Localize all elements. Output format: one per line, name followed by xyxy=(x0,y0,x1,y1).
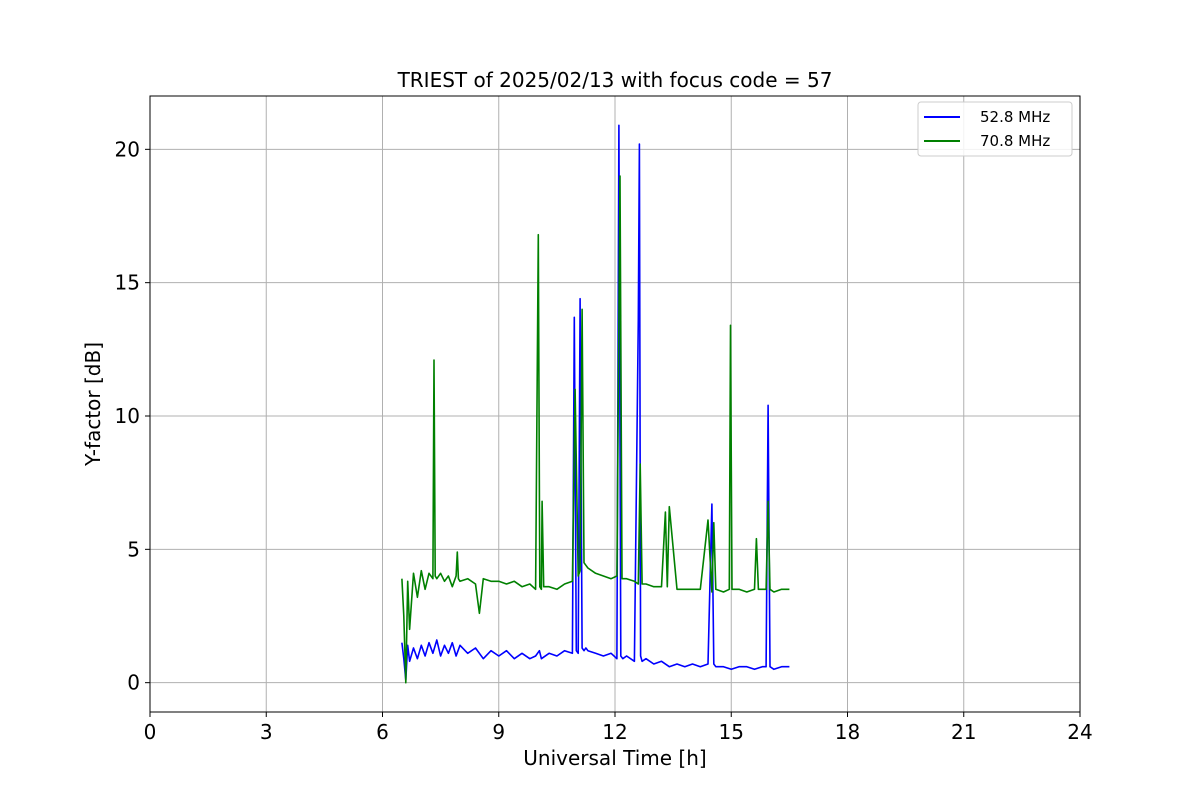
x-tick-label: 9 xyxy=(492,720,505,744)
chart-title: TRIEST of 2025/02/13 with focus code = 5… xyxy=(397,68,833,92)
legend-box xyxy=(917,101,1073,157)
x-axis-label: Universal Time [h] xyxy=(523,746,706,770)
x-tick-label: 12 xyxy=(602,720,627,744)
grid xyxy=(149,96,1081,712)
series-line-1 xyxy=(401,124,790,681)
x-tick-label: 24 xyxy=(1067,720,1092,744)
y-tick-label: 10 xyxy=(115,404,140,428)
legend: 52.8 MHz 70.8 MHz xyxy=(917,101,1073,157)
x-tick-label: 0 xyxy=(144,720,157,744)
y-tick-label: 20 xyxy=(115,137,140,161)
x-tick-label: 3 xyxy=(260,720,273,744)
x-tick-label: 21 xyxy=(951,720,976,744)
y-tick-label: 0 xyxy=(127,671,140,695)
y-tick-label: 15 xyxy=(115,271,140,295)
legend-label-1: 52.8 MHz xyxy=(980,108,1050,126)
x-tick-label: 18 xyxy=(835,720,860,744)
x-tick-label: 15 xyxy=(719,720,744,744)
ticks: 0 3 6 9 12 15 18 21 24 0 5 10 15 20 xyxy=(115,137,1093,744)
y-tick-label: 5 xyxy=(127,537,140,561)
legend-label-2: 70.8 MHz xyxy=(980,132,1050,150)
series-line-2 xyxy=(401,175,790,684)
y-axis-label: Y-factor [dB] xyxy=(81,342,105,467)
x-tick-label: 6 xyxy=(376,720,389,744)
series-layer xyxy=(401,124,790,684)
